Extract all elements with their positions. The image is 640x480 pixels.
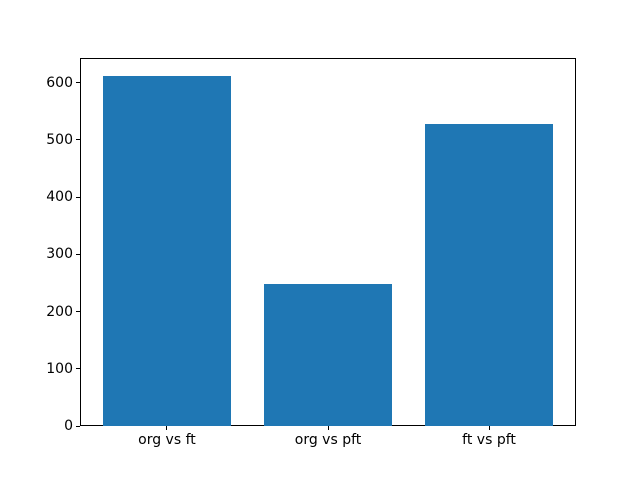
y-tick-label: 300: [46, 246, 73, 263]
bar: [263, 284, 393, 426]
x-tick-label: org vs pft: [294, 432, 362, 448]
x-tick-label: org vs ft: [138, 432, 196, 448]
y-tick-label: 600: [46, 74, 73, 91]
y-axis-tick: [76, 311, 80, 313]
y-axis-tick: [76, 139, 80, 141]
x-axis-tick: [488, 426, 490, 430]
x-tick-label: ft vs pft: [462, 432, 516, 448]
y-axis-tick: [76, 368, 80, 370]
y-axis-tick: [76, 253, 80, 255]
bar: [424, 123, 554, 426]
y-tick-label: 400: [46, 189, 73, 206]
x-axis-tick: [327, 426, 329, 430]
y-axis-tick: [76, 425, 80, 427]
y-tick-label: 0: [64, 418, 73, 434]
y-axis-tick: [76, 196, 80, 198]
x-axis-tick: [166, 426, 168, 430]
y-tick-label: 500: [46, 131, 73, 148]
y-tick-label: 100: [46, 360, 73, 377]
y-axis-tick: [76, 82, 80, 84]
y-tick-label: 200: [46, 303, 73, 320]
bar: [102, 75, 232, 426]
